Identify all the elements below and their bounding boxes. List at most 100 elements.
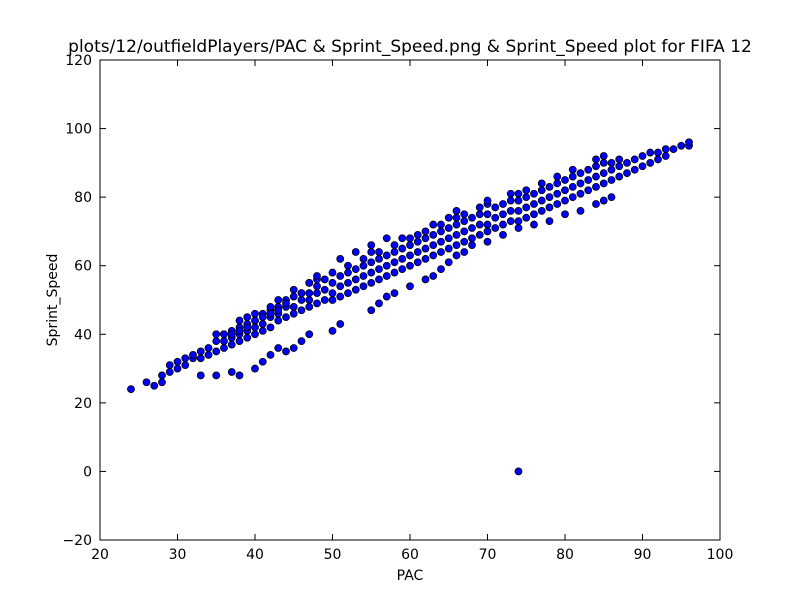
- data-point: [592, 200, 600, 208]
- data-point: [499, 230, 507, 239]
- data-point: [452, 213, 461, 222]
- data-point: [336, 292, 345, 301]
- data-point: [367, 258, 376, 267]
- data-point: [545, 217, 554, 226]
- data-point: [274, 344, 283, 352]
- data-point: [646, 148, 655, 157]
- data-point: [514, 206, 523, 215]
- data-point: [483, 237, 492, 246]
- data-point: [344, 278, 352, 287]
- y-tick-label: 0: [83, 464, 92, 480]
- data-point: [444, 213, 453, 222]
- data-point: [367, 248, 376, 256]
- data-point: [235, 337, 244, 346]
- data-point: [367, 306, 376, 315]
- data-point: [615, 155, 624, 164]
- data-point: [475, 230, 484, 239]
- data-point: [382, 251, 391, 260]
- data-point: [359, 254, 368, 263]
- data-point: [576, 179, 585, 188]
- data-point: [623, 169, 631, 178]
- data-point: [165, 368, 174, 376]
- data-point: [251, 364, 259, 373]
- data-point: [460, 227, 469, 236]
- data-point: [251, 309, 259, 318]
- data-point: [258, 357, 267, 366]
- data-point: [460, 210, 469, 219]
- data-point: [599, 169, 608, 178]
- data-point: [584, 165, 593, 174]
- data-point: [584, 176, 593, 184]
- data-point: [460, 217, 469, 226]
- data-point: [561, 186, 569, 195]
- data-point: [444, 234, 453, 243]
- data-point: [599, 179, 608, 188]
- data-point: [196, 347, 205, 356]
- x-axis-label: PAC: [397, 568, 424, 584]
- data-point: [320, 296, 329, 304]
- x-tick-label: 80: [556, 547, 574, 563]
- data-point: [382, 292, 391, 301]
- data-point: [305, 296, 314, 304]
- data-point: [452, 251, 461, 260]
- data-point: [537, 179, 546, 188]
- data-point: [413, 248, 422, 256]
- x-tick-label: 60: [401, 547, 419, 563]
- data-point: [421, 227, 430, 236]
- data-point: [468, 224, 476, 232]
- data-point: [444, 258, 453, 267]
- data-point: [483, 227, 492, 236]
- data-point: [251, 330, 259, 339]
- y-tick-label: 80: [74, 190, 92, 206]
- data-point: [274, 306, 283, 315]
- data-point: [506, 196, 515, 205]
- y-tick-label: −20: [62, 533, 92, 549]
- data-point: [328, 289, 337, 298]
- data-point: [475, 210, 484, 219]
- data-point: [212, 330, 221, 339]
- data-point: [313, 299, 321, 308]
- data-point: [406, 234, 414, 243]
- data-point: [514, 467, 523, 476]
- data-point: [289, 309, 298, 318]
- data-point: [576, 169, 585, 178]
- data-point: [212, 337, 221, 346]
- data-point: [328, 296, 337, 304]
- data-point: [274, 296, 283, 304]
- data-point: [669, 145, 678, 154]
- data-point: [537, 186, 546, 195]
- data-point: [313, 282, 321, 291]
- data-point: [429, 251, 438, 260]
- data-point: [599, 158, 608, 167]
- data-point: [661, 152, 670, 160]
- data-point: [251, 316, 259, 325]
- data-point: [375, 265, 383, 274]
- data-point: [220, 337, 228, 346]
- data-point: [351, 275, 360, 284]
- data-point: [328, 278, 337, 287]
- data-point: [359, 272, 368, 280]
- data-point: [158, 371, 166, 380]
- data-point: [421, 234, 430, 243]
- data-point: [607, 193, 616, 202]
- data-point: [413, 230, 422, 239]
- data-point: [499, 200, 507, 208]
- data-point: [499, 210, 507, 219]
- data-point: [568, 165, 577, 174]
- data-point: [638, 162, 647, 171]
- data-point: [390, 258, 399, 267]
- data-point: [522, 186, 531, 195]
- data-point: [382, 272, 391, 280]
- data-point: [468, 241, 476, 250]
- data-point: [359, 282, 368, 291]
- data-point: [266, 350, 275, 359]
- data-point: [243, 333, 252, 342]
- data-point: [553, 179, 562, 188]
- data-point: [351, 285, 360, 294]
- data-point: [592, 155, 600, 164]
- data-point: [615, 162, 624, 171]
- data-point: [398, 265, 407, 274]
- x-axis-ticks: 20 30 40 50 60 70 80 90 100: [91, 60, 733, 563]
- data-point: [297, 337, 306, 346]
